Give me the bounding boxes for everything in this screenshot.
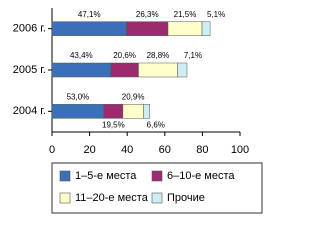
value-label: 19,5% [102,120,125,129]
bar-segment [103,104,124,119]
value-label: 26,3% [136,10,159,19]
value-label: 21,5% [174,10,197,19]
legend-swatch [151,192,163,204]
value-label: 47,1% [78,10,101,19]
value-label: 20,6% [113,51,136,60]
value-label: 7,1% [184,51,202,60]
bar-segment [110,62,139,78]
bar-segment [126,21,169,36]
legend-swatch [151,170,163,182]
value-label: 53,0% [67,92,90,101]
legend-label: 11–20-е места [75,192,149,204]
legend-label: 1–5-е места [75,170,137,182]
bar-segment [51,62,111,78]
legend-label: Прочие [167,192,205,204]
y-tick-label: 2005 г. [13,64,46,76]
value-label: 5,1% [207,10,225,19]
bar-segment [201,21,211,36]
bar-segment [167,21,203,36]
x-tick-label: 80 [196,144,208,156]
y-tick-label: 2006 г. [13,23,46,35]
bar-segment [51,21,127,36]
bar-segment [122,104,144,119]
legend-swatch [59,192,71,204]
value-label: 6,6% [147,120,165,129]
bar-segment [177,62,188,78]
legend-label: 6–10-е места [167,170,235,182]
x-tick-label: 40 [121,144,133,156]
value-label: 43,4% [70,51,93,60]
chart: 0 20 40 60 80 100 2004 г. 53,0% 19,5% 20,9% 6,6% 20… [13,8,263,214]
x-tick-label: 20 [83,144,95,156]
x-tick-label: 0 [49,144,55,156]
x-tick-label: 100 [231,144,249,156]
x-tick-label: 60 [159,144,171,156]
legend-swatch [59,170,71,182]
y-tick-label: 2004 г. [13,105,46,117]
value-label: 28,8% [147,51,170,60]
bar-segment [138,62,178,78]
bar-segment [51,104,105,119]
value-label: 20,9% [122,92,145,101]
bar-segment [143,104,151,119]
